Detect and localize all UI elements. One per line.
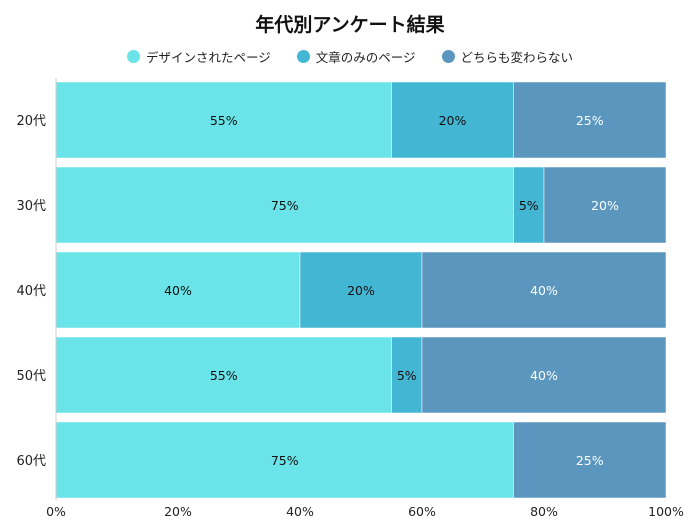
data-label: 40% — [530, 283, 558, 298]
data-label: 5% — [397, 368, 417, 383]
legend-item[interactable]: どちらも変わらない — [441, 47, 574, 66]
chart-title: 年代別アンケート結果 — [255, 14, 445, 36]
data-label: 40% — [530, 368, 558, 383]
x-tick-label: 60% — [408, 504, 436, 519]
legend-marker-icon — [296, 50, 310, 63]
data-label: 75% — [271, 453, 299, 468]
legend: デザインされたページ 文章のみのページ どちらも変わらない — [0, 47, 700, 66]
bar-segment — [513, 421, 667, 499]
category-label: 50代 — [16, 369, 46, 384]
legend-marker-icon — [441, 50, 455, 63]
x-tick-label: 20% — [164, 504, 192, 519]
x-tick-label: 100% — [648, 504, 684, 519]
data-label: 20% — [347, 283, 375, 298]
category-label: 30代 — [16, 199, 46, 214]
bar-segment — [513, 81, 667, 159]
data-label: 25% — [576, 453, 604, 468]
category-label: 20代 — [16, 114, 46, 129]
data-label: 25% — [576, 113, 604, 128]
bar-segment — [299, 251, 423, 329]
data-label: 55% — [210, 113, 238, 128]
category-label: 40代 — [16, 284, 46, 299]
data-label: 40% — [164, 283, 192, 298]
data-label: 20% — [439, 113, 467, 128]
data-label: 75% — [271, 198, 299, 213]
bar-segment — [55, 166, 514, 244]
legend-item[interactable]: デザインされたページ — [126, 47, 271, 66]
bar-segment — [55, 336, 392, 414]
bar-segment — [391, 81, 514, 159]
legend-label: どちらも変わらない — [460, 50, 574, 65]
category-label: 60代 — [16, 454, 46, 469]
x-tick-label: 80% — [530, 504, 558, 519]
bar-segment — [421, 251, 667, 329]
legend-marker-icon — [126, 50, 140, 63]
bar-segment — [55, 81, 392, 159]
x-tick-label: 0% — [46, 504, 66, 519]
bar-segment — [421, 336, 667, 414]
data-label: 20% — [591, 198, 619, 213]
data-label: 55% — [210, 368, 238, 383]
bar-segment — [543, 166, 667, 244]
x-tick-label: 40% — [286, 504, 314, 519]
bar-segment — [391, 336, 423, 414]
legend-label: デザインされたページ — [145, 50, 271, 65]
bar-segment — [513, 166, 545, 244]
bar-segment — [55, 421, 514, 499]
legend-item[interactable]: 文章のみのページ — [296, 47, 416, 66]
legend-label: 文章のみのページ — [315, 50, 416, 65]
data-label: 5% — [519, 198, 539, 213]
bar-segment — [55, 251, 301, 329]
